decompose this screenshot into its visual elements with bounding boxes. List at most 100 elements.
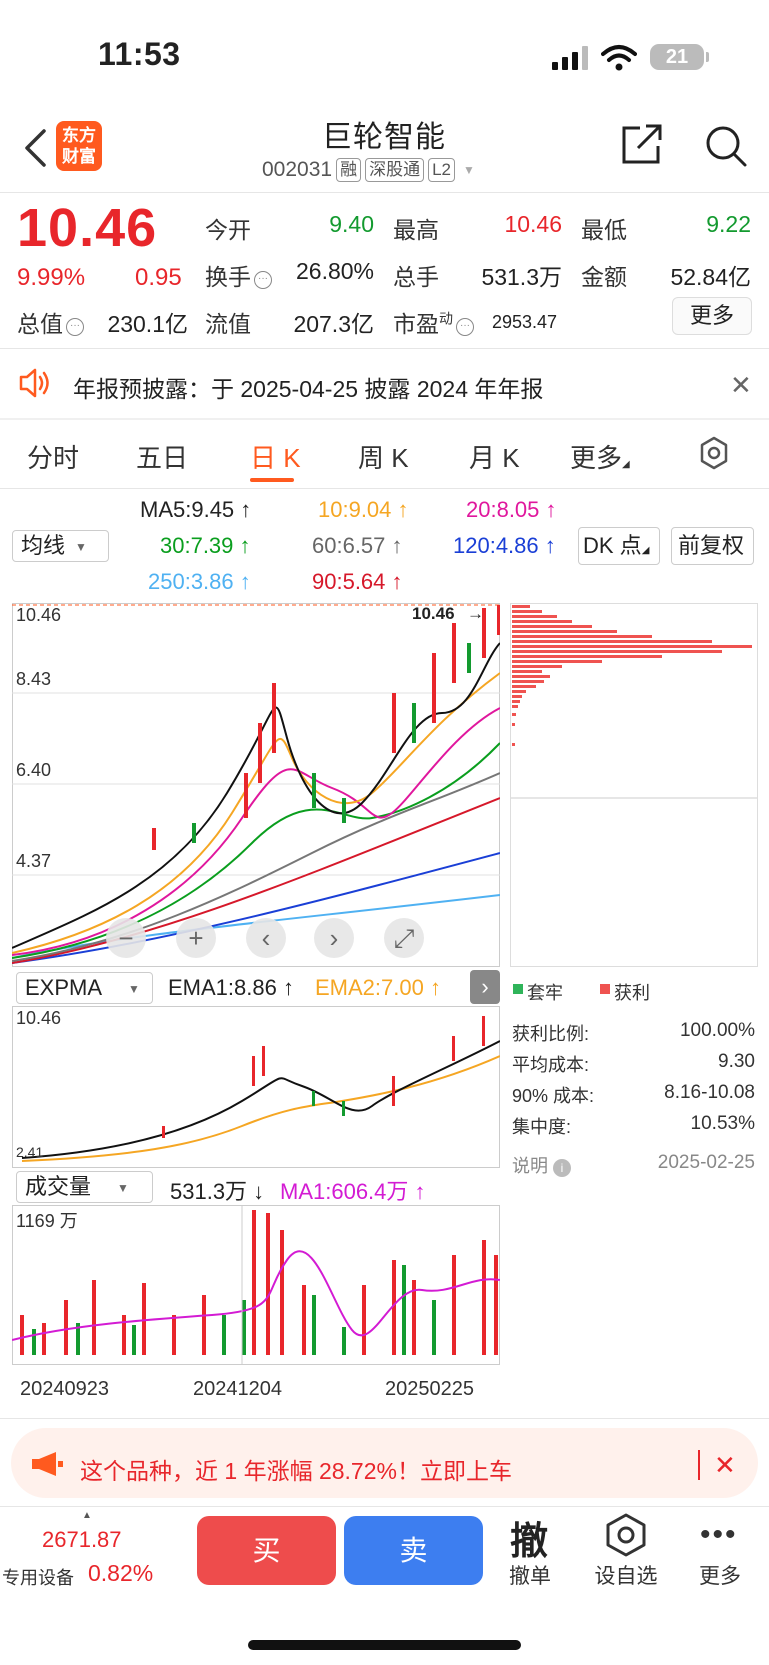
y-axis-label: 4.37 — [16, 851, 52, 871]
ema1-value: EMA1:8.86 ↑ — [168, 975, 294, 1000]
legend-trapped: 套牢 — [527, 983, 563, 1003]
promo-banner[interactable] — [11, 1428, 758, 1498]
high-value: 10.46 — [504, 211, 562, 237]
avg-cost-label: 平均成本: — [512, 1055, 590, 1075]
turnover-value: 26.80% — [295, 258, 374, 284]
volume-label: 总手 — [393, 264, 439, 290]
cost-range-value: 8.16-10.08 — [664, 1082, 755, 1103]
scroll-right-button[interactable]: › — [314, 918, 354, 958]
dk-point-button[interactable]: DK 点◢ — [578, 527, 660, 565]
divider — [0, 488, 769, 489]
profit-swatch — [600, 984, 610, 994]
cancel-order-label[interactable]: 撤单 — [509, 1565, 551, 1588]
expma-chart[interactable] — [12, 1006, 500, 1168]
float-cap-label: 流值 — [205, 311, 251, 337]
promo-separator — [698, 1450, 700, 1480]
stock-name: 巨轮智能 — [322, 121, 446, 154]
close-icon[interactable]: ✕ — [730, 370, 752, 400]
divider — [0, 348, 769, 349]
expand-up-icon[interactable]: ▲ — [82, 1510, 92, 1521]
chip-frame — [510, 603, 758, 967]
tab-weekly-k[interactable]: 周 K — [358, 443, 409, 473]
svg-text:→: → — [467, 604, 484, 623]
indicator-selector[interactable]: 均线 ▼ — [12, 530, 109, 562]
share-icon[interactable] — [620, 122, 664, 166]
profit-ratio-label: 获利比例: — [512, 1024, 590, 1044]
volume-ma1: MA1:606.4万 ↑ — [280, 1179, 426, 1204]
open-value: 9.40 — [329, 211, 374, 237]
expma-selector[interactable]: EXPMA ▼ — [16, 972, 153, 1004]
ma120-value: 120:4.86 ↑ — [453, 533, 556, 558]
change-percent: 9.99% — [17, 264, 86, 291]
info-icon[interactable]: ··· — [456, 318, 474, 336]
expma-chart-frame[interactable] — [12, 1006, 500, 1168]
stock-code-line: 002031 融 深股通 L2 ▼ — [262, 158, 475, 182]
change-amount: 0.95 — [135, 264, 182, 291]
tab-more[interactable]: 更多◢ — [570, 443, 630, 473]
tag-level2: L2 — [428, 158, 455, 182]
pe-label: 市盈动 ··· — [393, 305, 474, 339]
tab-active-indicator — [250, 478, 294, 482]
adjust-button[interactable]: 前复权 — [671, 527, 754, 565]
tab-five-day[interactable]: 五日 — [136, 443, 189, 473]
ma90-value: 90:5.64 ↑ — [312, 569, 403, 594]
add-watchlist-label[interactable]: 设自选 — [594, 1565, 658, 1588]
turnover-label: 换手 ··· — [205, 258, 272, 292]
ma5-value: MA5:9.45 ↑ — [140, 497, 252, 522]
date-label: 20240923 — [20, 1378, 109, 1400]
megaphone-icon — [32, 1452, 63, 1476]
ema2-value: EMA2:7.00 ↑ — [315, 975, 441, 1000]
volume-selector[interactable]: 成交量 ▼ — [16, 1171, 153, 1203]
scroll-left-button[interactable]: ‹ — [246, 918, 286, 958]
divider — [0, 192, 769, 193]
tag-margin: 融 — [336, 158, 362, 182]
dropdown-caret-icon[interactable]: ▼ — [463, 163, 475, 177]
settings-icon[interactable] — [697, 436, 731, 470]
ma20-value: 20:8.05 ↑ — [466, 497, 557, 522]
ma60-value: 60:6.57 ↑ — [312, 533, 403, 558]
notice-text[interactable]: 年报预披露：于 2025-04-25 披露 2024 年年报 — [73, 376, 544, 402]
note-date: 2025-02-25 — [657, 1152, 755, 1173]
kline-chart[interactable]: 10.46 → — [12, 603, 500, 967]
tab-daily-k[interactable]: 日 K — [250, 443, 301, 473]
app-logo: 东方 财富 — [56, 121, 102, 171]
wifi-icon — [601, 45, 637, 71]
low-value: 9.22 — [706, 211, 751, 237]
buy-button[interactable]: 买 — [197, 1516, 336, 1585]
more-quote-button[interactable]: 更多 — [672, 297, 752, 335]
close-icon[interactable]: ✕ — [714, 1450, 736, 1480]
zoom-out-button[interactable]: − — [106, 918, 146, 958]
volume-chart-frame[interactable] — [12, 1205, 500, 1365]
market-cap-label: 总值 ··· — [17, 305, 84, 339]
float-cap-value: 207.3亿 — [293, 311, 374, 337]
sector-index-value[interactable]: 2671.87 — [42, 1527, 122, 1552]
info-icon[interactable]: ··· — [66, 318, 84, 336]
low-label: 最低 — [581, 217, 627, 243]
volume-value: 531.3万 — [481, 264, 562, 290]
profit-ratio-value: 100.00% — [679, 1020, 755, 1041]
zoom-in-button[interactable]: + — [176, 918, 216, 958]
info-icon[interactable]: ··· — [254, 271, 272, 289]
y-axis-label: 8.43 — [16, 669, 52, 689]
promo-text[interactable]: 这个品种，近 1 年涨幅 28.72%！立即上车 — [80, 1458, 512, 1484]
expand-panel-button[interactable]: › — [470, 970, 500, 1004]
cancel-order-icon[interactable]: 撤 — [510, 1521, 549, 1563]
concentration-value: 10.53% — [690, 1113, 755, 1134]
back-icon[interactable] — [22, 128, 48, 168]
amount-label: 金额 — [581, 264, 627, 290]
volume-y-top: 1169 万 — [16, 1211, 78, 1231]
amount-value: 52.84亿 — [670, 264, 751, 290]
more-label[interactable]: 更多 — [699, 1565, 741, 1588]
sector-label: 专用设备 — [2, 1568, 74, 1588]
tab-intraday[interactable]: 分时 — [27, 443, 80, 473]
search-icon[interactable] — [704, 124, 748, 168]
more-icon[interactable]: ••• — [700, 1518, 738, 1551]
fullscreen-icon[interactable]: ⤢ — [384, 918, 424, 958]
tab-monthly-k[interactable]: 月 K — [469, 443, 520, 473]
add-watchlist-icon[interactable] — [605, 1513, 647, 1557]
sell-button[interactable]: 卖 — [344, 1516, 483, 1585]
volume-chart[interactable] — [12, 1205, 500, 1365]
note-label[interactable]: 说明 i — [512, 1152, 572, 1178]
kline-chart-frame[interactable] — [12, 603, 500, 967]
cost-range-label: 90% 成本: — [512, 1086, 595, 1106]
